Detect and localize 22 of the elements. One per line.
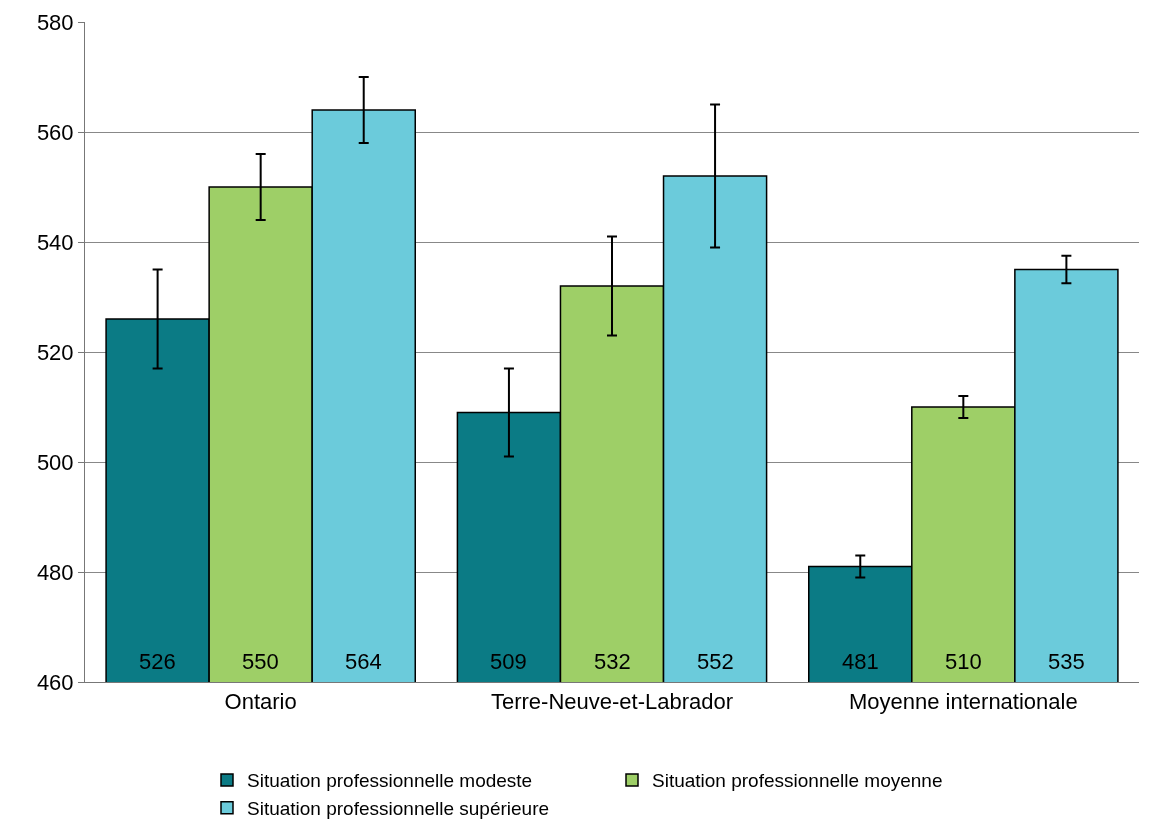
legend-label: Situation professionnelle modeste <box>247 770 533 792</box>
y-tick-label: 460 <box>36 669 74 695</box>
y-tick-label: 520 <box>36 339 74 365</box>
data-label: 526 <box>139 649 176 674</box>
data-label: 509 <box>490 649 527 674</box>
data-label: 564 <box>345 649 382 674</box>
y-tick-label: 480 <box>36 559 74 585</box>
data-label: 535 <box>1048 649 1085 674</box>
data-label: 550 <box>242 649 279 674</box>
x-tick-label: Moyenne internationale <box>848 689 1078 715</box>
legend-label: Situation professionnelle moyenne <box>652 770 943 792</box>
y-tick-label: 540 <box>36 229 74 255</box>
x-tick-label: Ontario <box>224 689 297 715</box>
x-tick-label: Terre-Neuve-et-Labrador <box>490 689 734 715</box>
y-tick-label: 580 <box>36 9 74 35</box>
data-label: 532 <box>594 649 631 674</box>
y-tick-label: 500 <box>36 449 74 475</box>
legend-label: Situation professionnelle supérieure <box>247 798 550 820</box>
data-label: 552 <box>697 649 734 674</box>
data-label: 481 <box>842 649 879 674</box>
y-tick-label: 560 <box>36 119 74 145</box>
data-label: 510 <box>945 649 982 674</box>
